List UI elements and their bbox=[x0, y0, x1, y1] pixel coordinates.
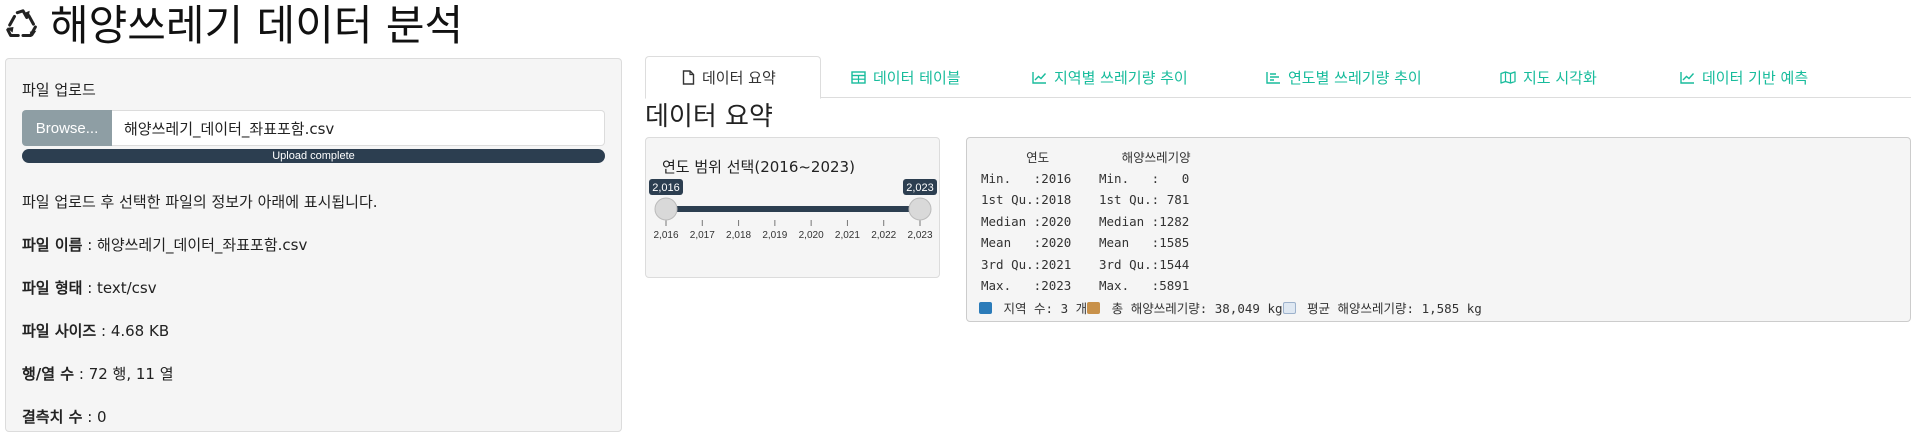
summary-amount-stat: Median :1282 bbox=[1099, 213, 1190, 229]
file-info-size: 파일 사이즈 : 4.68 KB bbox=[22, 320, 605, 341]
file-name-field[interactable]: 해양쓰레기_데이터_좌표포함.csv bbox=[112, 110, 605, 146]
region-count-text: 지역 수: 3 개 bbox=[996, 301, 1088, 316]
file-icon bbox=[682, 70, 695, 85]
summary-year-stat: Min. :2016 bbox=[981, 170, 1072, 186]
year-range-slider[interactable]: 2,016 2,017 2,018 2,019 2,020 2,021 2,022 2,023… bbox=[646, 178, 941, 273]
tab-data-summary[interactable]: 데이터 요약 bbox=[645, 56, 821, 99]
slider-to-handle[interactable]: 2,023 bbox=[903, 179, 937, 221]
file-info-name: 파일 이름 : 해양쓰레기_데이터_좌표포함.csv bbox=[22, 234, 605, 255]
summary-amount-stat: 1st Qu.: 781 bbox=[1099, 192, 1190, 208]
slider-to-badge bbox=[903, 179, 937, 195]
slider-tick-label: 2,023 bbox=[907, 230, 932, 241]
file-info-key: 파일 사이즈 bbox=[22, 322, 97, 340]
package-icon bbox=[1087, 301, 1101, 314]
summary-row: 3rd Qu.:2021 3rd Qu.:1544 bbox=[981, 254, 1910, 276]
slider-tick-label: 2,018 bbox=[726, 230, 751, 241]
slider-tick-label: 2,021 bbox=[835, 230, 860, 241]
content-title: 데이터 요약 bbox=[645, 102, 773, 132]
tab-region-trend[interactable]: 지역별 쓰레기량 추이 bbox=[1002, 56, 1236, 98]
file-info-key: 파일 이름 bbox=[22, 236, 83, 254]
summary-year-stat: Mean :2020 bbox=[981, 235, 1072, 251]
tab-label: 연도별 쓰레기량 추이 bbox=[1288, 68, 1422, 87]
upload-progress-bar: Upload complete bbox=[22, 149, 605, 163]
slider-to-value: 2,023 bbox=[906, 182, 934, 194]
summary-header-year: 연도 bbox=[981, 150, 1050, 166]
average-amount-text: 평균 해양쓰레기량: 1,585 kg bbox=[1299, 301, 1482, 316]
slider-tick-label: 2,017 bbox=[690, 230, 715, 241]
browse-button[interactable]: Browse... bbox=[22, 110, 112, 146]
tab-label: 데이터 테이블 bbox=[873, 68, 961, 87]
summary-output: 연도 해양쓰레기양 Min. :2016 Min. : 0 1st Qu.:2018… bbox=[966, 137, 1911, 322]
upload-label: 파일 업로드 bbox=[22, 81, 96, 99]
file-info-type: 파일 형태 : text/csv bbox=[22, 277, 605, 298]
summary-row: 1st Qu.:2018 1st Qu.: 781 bbox=[981, 189, 1910, 211]
line-chart-icon bbox=[1680, 71, 1695, 84]
tab-prediction[interactable]: 데이터 기반 예측 bbox=[1646, 56, 1846, 98]
summary-header-amount: 해양쓰레기양 bbox=[1099, 150, 1191, 166]
slider-tick-label: 2,020 bbox=[799, 230, 824, 241]
tab-year-trend[interactable]: 연도별 쓰레기량 추이 bbox=[1236, 56, 1470, 98]
file-info-missing: 결측치 수 : 0 bbox=[22, 406, 605, 427]
year-range-panel: 연도 범위 선택(2016~2023) 2,016 2,017 2,018 2,019… bbox=[645, 137, 940, 278]
summary-year-stat: 3rd Qu.:2021 bbox=[981, 256, 1072, 272]
slider-from-knob[interactable] bbox=[654, 197, 678, 221]
summary-row: Median :2020 Median :1282 bbox=[981, 211, 1910, 233]
slider-tick-label: 2,016 bbox=[653, 230, 678, 241]
recycle-icon bbox=[6, 9, 37, 38]
book-icon bbox=[979, 301, 992, 314]
summary-header-row: 연도 해양쓰레기양 bbox=[981, 146, 1910, 168]
summary-amount-stat: Min. : 0 bbox=[1099, 170, 1190, 186]
summary-row: Mean :2020 Mean :1585 bbox=[981, 232, 1910, 254]
file-info-key: 파일 형태 bbox=[22, 279, 83, 297]
header: 해양쓰레기 데이터 분석 bbox=[4, 0, 463, 52]
summary-year-stat: 1st Qu.:2018 bbox=[981, 192, 1072, 208]
tab-label: 지도 시각화 bbox=[1523, 68, 1597, 87]
file-info-key: 결측치 수 bbox=[22, 408, 83, 426]
summary-amount-stat: Mean :1585 bbox=[1099, 235, 1190, 251]
summary-amount-stat: 3rd Qu.:1544 bbox=[1099, 256, 1190, 272]
summary-year-stat: Max. :2023 bbox=[981, 278, 1072, 294]
slider-from-value: 2,016 bbox=[652, 182, 680, 194]
file-input[interactable]: Browse... 해양쓰레기_데이터_좌표포함.csv bbox=[22, 110, 605, 146]
file-info-value: : 0 bbox=[82, 408, 107, 426]
trend-chart-icon bbox=[1282, 301, 1296, 314]
file-info-value: : 해양쓰레기_데이터_좌표포함.csv bbox=[82, 236, 308, 254]
tab-label: 데이터 요약 bbox=[702, 69, 776, 87]
sidebar-panel: 파일 업로드 Browse... 해양쓰레기_데이터_좌표포함.csv Uplo… bbox=[5, 58, 622, 432]
map-icon bbox=[1500, 70, 1516, 84]
summary-row: Min. :2016 Min. : 0 bbox=[981, 168, 1910, 190]
slider-track bbox=[666, 206, 920, 212]
slider-from-handle[interactable]: 2,016 bbox=[649, 179, 683, 221]
summary-year-stat: Median :2020 bbox=[981, 213, 1072, 229]
year-range-label: 연도 범위 선택(2016~2023) bbox=[662, 158, 855, 176]
summary-footer: 지역 수: 3 개 총 해양쓰레기량: 38,049 kg 평균 해양쓰레기량:… bbox=[979, 297, 1910, 319]
page-title: 해양쓰레기 데이터 분석 bbox=[50, 1, 464, 50]
tab-bar: 데이터 요약 데이터 테이블 지역별 쓰레기량 추이 연도별 쓰레기량 추이 지… bbox=[645, 56, 1911, 99]
file-info-key: 행/열 수 bbox=[22, 365, 75, 383]
table-icon bbox=[851, 70, 866, 84]
tab-map-view[interactable]: 지도 시각화 bbox=[1470, 56, 1646, 98]
slider-from-badge bbox=[649, 179, 683, 195]
upload-help-text: 파일 업로드 후 선택한 파일의 정보가 아래에 표시됩니다. bbox=[22, 193, 378, 211]
bar-chart-icon bbox=[1266, 71, 1280, 84]
file-info-value: : 72 행, 11 열 bbox=[74, 365, 174, 383]
total-amount-text: 총 해양쓰레기량: 38,049 kg bbox=[1104, 301, 1283, 316]
summary-row: Max. :2023 Max. :5891 bbox=[981, 275, 1910, 297]
slider-to-knob[interactable] bbox=[908, 197, 932, 221]
tab-data-table[interactable]: 데이터 테이블 bbox=[821, 56, 1002, 98]
line-chart-icon bbox=[1032, 71, 1047, 84]
summary-amount-stat: Max. :5891 bbox=[1099, 278, 1190, 294]
file-info-value: : text/csv bbox=[82, 279, 157, 297]
file-info-dims: 행/열 수 : 72 행, 11 열 bbox=[22, 363, 605, 384]
file-info-value: : 4.68 KB bbox=[96, 322, 170, 340]
slider-tick-label: 2,022 bbox=[871, 230, 896, 241]
slider-tick-label: 2,019 bbox=[762, 230, 787, 241]
tab-label: 데이터 기반 예측 bbox=[1702, 68, 1809, 87]
tab-label: 지역별 쓰레기량 추이 bbox=[1054, 68, 1188, 87]
